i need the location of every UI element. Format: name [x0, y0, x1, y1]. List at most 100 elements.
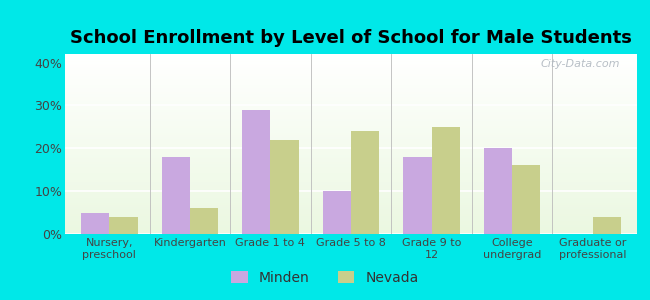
Bar: [65, 207, 637, 209]
Bar: [593, 217, 621, 234]
Bar: [65, 122, 637, 124]
Title: School Enrollment by Level of School for Male Students: School Enrollment by Level of School for…: [70, 29, 632, 47]
Bar: [65, 194, 637, 196]
Bar: [81, 213, 109, 234]
Bar: [65, 140, 637, 142]
Bar: [65, 76, 637, 77]
Bar: [65, 166, 637, 167]
Bar: [65, 95, 637, 97]
Bar: [484, 148, 512, 234]
Bar: [65, 198, 637, 200]
Bar: [323, 191, 351, 234]
Bar: [65, 56, 637, 58]
Bar: [65, 221, 637, 223]
Bar: [65, 146, 637, 148]
Bar: [65, 130, 637, 131]
Bar: [65, 112, 637, 113]
Bar: [65, 137, 637, 139]
Bar: [65, 88, 637, 90]
Bar: [65, 61, 637, 63]
Bar: [65, 67, 637, 68]
Bar: [65, 205, 637, 207]
Bar: [65, 232, 637, 234]
Bar: [65, 115, 637, 117]
Bar: [65, 171, 637, 173]
Bar: [65, 135, 637, 137]
Bar: [65, 225, 637, 227]
Bar: [65, 184, 637, 185]
Bar: [65, 212, 637, 214]
Bar: [65, 94, 637, 95]
Bar: [65, 126, 637, 128]
Bar: [65, 133, 637, 135]
Bar: [65, 70, 637, 72]
Bar: [65, 108, 637, 110]
Bar: [65, 202, 637, 203]
Bar: [65, 151, 637, 153]
Bar: [242, 110, 270, 234]
Bar: [65, 178, 637, 180]
Bar: [65, 216, 637, 218]
Bar: [65, 218, 637, 220]
Bar: [65, 211, 637, 212]
Bar: [190, 208, 218, 234]
Bar: [65, 162, 637, 164]
Bar: [404, 157, 432, 234]
Bar: [65, 148, 637, 149]
Bar: [65, 176, 637, 178]
Bar: [65, 86, 637, 88]
Bar: [432, 127, 460, 234]
Bar: [65, 124, 637, 126]
Bar: [65, 63, 637, 65]
Bar: [65, 65, 637, 67]
Bar: [65, 223, 637, 225]
Bar: [65, 92, 637, 94]
Bar: [65, 81, 637, 83]
Bar: [65, 203, 637, 205]
Bar: [65, 72, 637, 74]
Bar: [65, 139, 637, 140]
Bar: [65, 79, 637, 81]
Bar: [512, 165, 540, 234]
Bar: [65, 229, 637, 230]
Bar: [65, 101, 637, 103]
Bar: [65, 68, 637, 70]
Bar: [65, 158, 637, 160]
Bar: [65, 164, 637, 166]
Bar: [65, 113, 637, 115]
Bar: [65, 200, 637, 202]
Bar: [65, 196, 637, 198]
Bar: [65, 175, 637, 176]
Bar: [65, 83, 637, 85]
Bar: [65, 128, 637, 130]
Bar: [65, 173, 637, 175]
Bar: [65, 121, 637, 122]
Bar: [65, 58, 637, 59]
Bar: [65, 220, 637, 221]
Bar: [65, 74, 637, 76]
Bar: [65, 185, 637, 187]
Bar: [65, 189, 637, 191]
Bar: [65, 182, 637, 184]
Bar: [65, 117, 637, 119]
Bar: [65, 54, 637, 56]
Bar: [162, 157, 190, 234]
Bar: [65, 191, 637, 193]
Bar: [65, 180, 637, 182]
Bar: [65, 214, 637, 216]
Bar: [65, 193, 637, 194]
Bar: [65, 169, 637, 171]
Bar: [65, 77, 637, 79]
Bar: [65, 209, 637, 211]
Bar: [351, 131, 379, 234]
Bar: [65, 149, 637, 151]
Bar: [65, 103, 637, 104]
Bar: [65, 227, 637, 229]
Bar: [65, 90, 637, 92]
Bar: [65, 99, 637, 101]
Bar: [270, 140, 298, 234]
Bar: [65, 142, 637, 144]
Bar: [65, 157, 637, 158]
Bar: [65, 131, 637, 133]
Bar: [65, 153, 637, 155]
